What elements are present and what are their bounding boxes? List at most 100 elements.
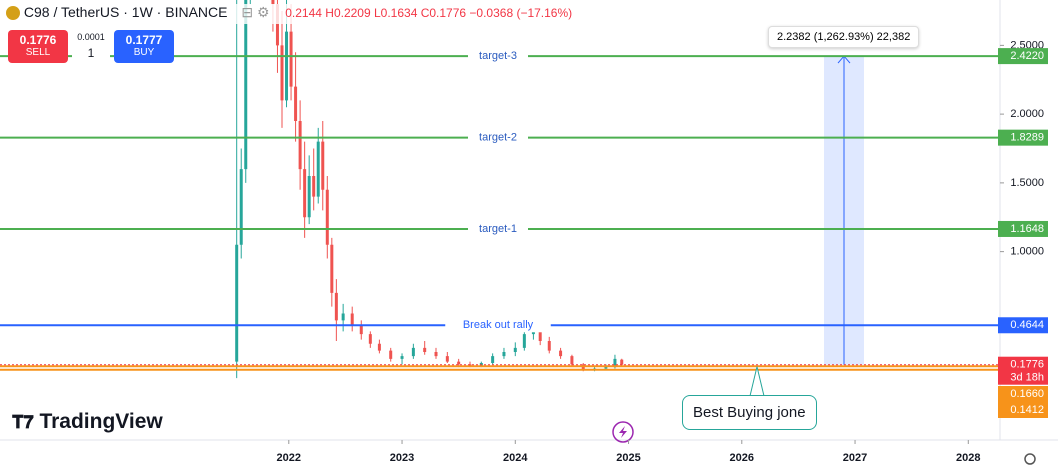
quantity-value: 1 [87, 46, 95, 60]
candle-body [411, 347, 415, 357]
x-tick-label: 2024 [503, 452, 528, 464]
y-tick-label: 2.0000 [1010, 108, 1044, 120]
price-box [998, 317, 1048, 334]
candle-body [389, 350, 393, 359]
brand-logo: 𝐓𝟕 [12, 412, 34, 432]
sell-price: 0.1776 [19, 33, 57, 47]
price-box-label: 0.4644 [1010, 319, 1044, 331]
buy-price: 0.1777 [125, 33, 163, 47]
sell-label: SELL [25, 47, 51, 58]
candle-body [298, 121, 302, 170]
candle-body [244, 0, 248, 170]
step: 0.0001 [77, 32, 105, 42]
price-box [998, 402, 1048, 418]
candle-body [359, 325, 363, 335]
quantity[interactable]: 0.0001 1 [72, 30, 110, 63]
level-label: target-3 [479, 50, 517, 62]
candle-body [316, 141, 320, 197]
countdown: 3d 18h [1010, 372, 1044, 384]
event-bolt [619, 426, 627, 438]
measure-label: 2.2382 (1,262.93%) 22,382 [768, 26, 920, 48]
candle-body [502, 352, 506, 357]
candle-body [434, 352, 438, 357]
candle-body [400, 356, 404, 359]
level-label: Break out rally [463, 319, 534, 331]
candle-body [330, 244, 334, 293]
candle-body [341, 313, 345, 321]
price-box [998, 48, 1048, 65]
candle-body [285, 31, 289, 101]
x-tick-label: 2022 [277, 452, 301, 464]
candle-body [235, 244, 239, 362]
candle-body [312, 176, 316, 197]
candle-body [325, 189, 329, 245]
candle-body [321, 141, 325, 190]
level-label-bg [468, 130, 528, 145]
candle-body [491, 356, 495, 363]
header: C98 / TetherUS · 1W · BINANCE ⊟ ⚙ 0.2144… [6, 4, 573, 24]
price-box [998, 129, 1048, 146]
y-tick-label: 1.0000 [1010, 246, 1044, 258]
symbol: C98 / TetherUS · 1W · BINANCE [23, 4, 228, 20]
x-tick-label: 2026 [730, 452, 754, 464]
buy-label: BUY [133, 47, 155, 58]
candle-body [294, 86, 298, 121]
price-box [998, 220, 1048, 237]
price-box-label: 0.1660 [1010, 388, 1044, 400]
candle-body [457, 361, 461, 365]
x-tick-label: 2025 [616, 452, 640, 464]
candle-body [377, 343, 381, 351]
price-box-label: 1.1648 [1010, 223, 1044, 235]
x-tick-label: 2028 [956, 452, 980, 464]
candle-body [289, 31, 293, 87]
callout: Best Buying jone [682, 395, 817, 430]
candle-body [239, 169, 243, 245]
level-label-bg [468, 221, 528, 236]
candle-body [538, 328, 542, 341]
x-tick-label: 2023 [390, 452, 414, 464]
level-label-bg [445, 318, 551, 333]
candle-body [559, 350, 563, 357]
event-icon[interactable] [612, 421, 634, 443]
price-box-label: 2.4220 [1010, 50, 1044, 62]
candle-body [350, 313, 354, 326]
candle-body [280, 45, 284, 101]
settings-icon[interactable] [1024, 453, 1036, 465]
x-tick-label: 2027 [843, 452, 867, 464]
level-label-bg [468, 49, 528, 64]
brand: 𝐓𝟕 TradingView [12, 410, 163, 434]
candle-body [368, 334, 372, 344]
candle-body [271, 0, 275, 5]
brand-text: TradingView [39, 410, 163, 433]
candle-body [275, 4, 279, 46]
level-label: target-1 [479, 223, 517, 235]
price-box [998, 386, 1048, 402]
candle-body [604, 367, 608, 369]
candle-body [423, 347, 427, 352]
plot-area: target-3 target-2 target-1 Break out rally [0, 0, 1000, 379]
buy-button[interactable]: 0.1777 BUY [114, 30, 174, 63]
candle-body [620, 359, 624, 365]
ohlc: 0.2144 H0.2209 L0.1634 C0.1776 −0.0368 (… [285, 6, 573, 20]
level-label: target-2 [479, 132, 517, 144]
last-price-label: 0.1776 [1010, 359, 1044, 371]
candle-body [307, 176, 311, 218]
price-box-label: 1.8289 [1010, 132, 1044, 144]
candle-body [513, 347, 517, 352]
price-box-label: 0.1412 [1010, 404, 1044, 416]
y-tick-label: 1.5000 [1010, 177, 1044, 189]
sell-button[interactable]: 0.1776 SELL [8, 30, 68, 63]
candle-body [613, 358, 617, 368]
header-icons[interactable]: ⊟ ⚙ [241, 4, 270, 20]
candle-body [570, 356, 574, 365]
candle-body [303, 169, 307, 218]
last-price-box [998, 356, 1048, 385]
candle-body [445, 356, 449, 362]
symbol-icon [6, 6, 20, 21]
candle-body [547, 341, 551, 351]
callout-pointer [749, 366, 765, 397]
candle-body [334, 292, 338, 321]
candle-body [522, 334, 526, 348]
